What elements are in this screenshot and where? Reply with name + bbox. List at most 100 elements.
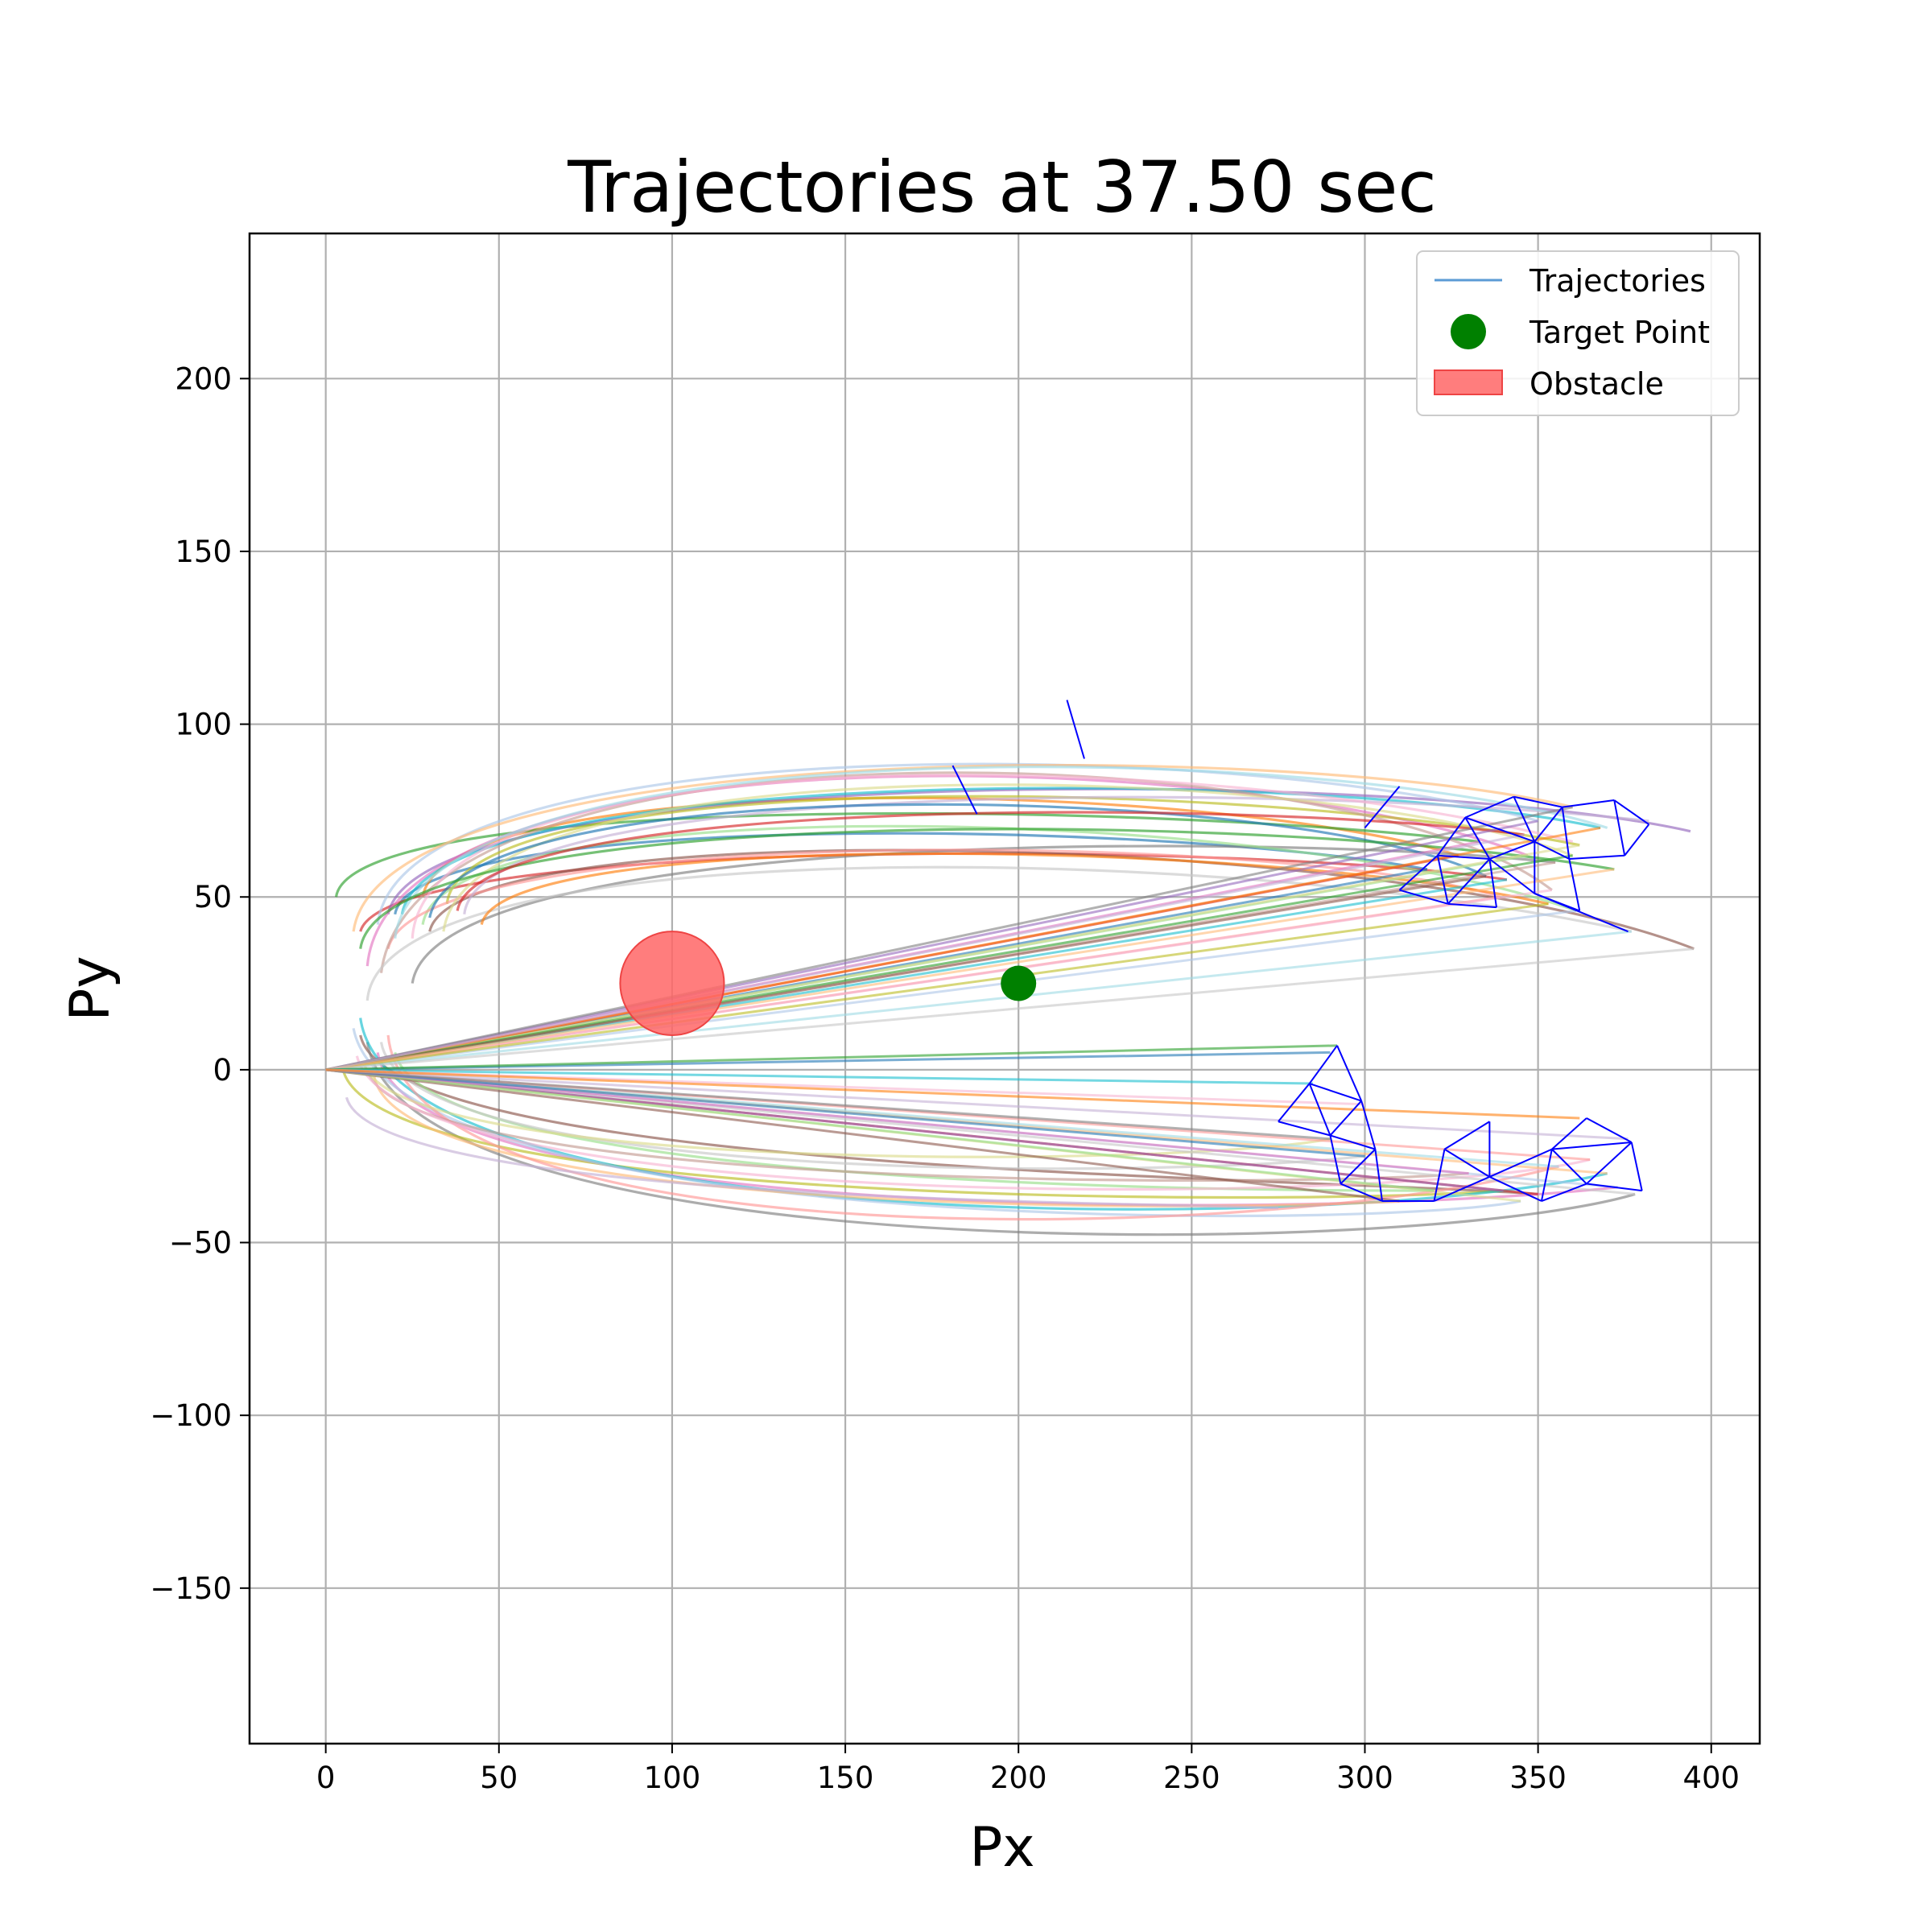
trajectory-fan-line (325, 902, 1549, 1071)
formation-edge (1534, 806, 1563, 843)
formation-edge (1488, 858, 1497, 908)
formation-edge (1336, 1045, 1363, 1101)
y-tick-label: 150 (175, 535, 232, 569)
formation-edge (1586, 1141, 1633, 1185)
formation-edge (1562, 799, 1615, 808)
trajectory-upper (463, 795, 1649, 914)
trajectory-fan-line (325, 889, 1553, 1071)
formation-edge (1360, 1100, 1377, 1150)
formation-edge (1464, 816, 1491, 860)
trajectory-upper (428, 803, 1487, 919)
legend-target-swatch (1451, 314, 1486, 349)
y-tick-label: 200 (175, 361, 232, 396)
x-tick-label: 200 (990, 1761, 1047, 1795)
formation-edge (1551, 1117, 1587, 1150)
formation-edge (952, 765, 978, 815)
trajectory-upper (352, 763, 1574, 932)
trajectory-fan-line (325, 1068, 1435, 1192)
trajectory-upper (442, 783, 1574, 932)
formation-edge (1513, 796, 1536, 842)
legend-label-obstacle: Obstacle (1530, 366, 1664, 402)
trajectory-fan-line (325, 930, 1632, 1071)
trajectory-fan-line (325, 1068, 1629, 1141)
plot-frame (248, 232, 1761, 1745)
formation-edge (1569, 854, 1625, 861)
formation-edge (1398, 854, 1439, 891)
formation-edge (1489, 840, 1535, 860)
trajectory-fan-line (325, 833, 1525, 1071)
x-tick-label: 300 (1336, 1761, 1393, 1795)
x-tick-label: 350 (1509, 1761, 1567, 1795)
formation-edge (1340, 1183, 1383, 1202)
trajectory-lower (379, 1042, 1365, 1170)
y-tick-label: −50 (169, 1226, 232, 1261)
trajectory-upper (334, 811, 1480, 898)
trajectory-upper (359, 828, 1615, 949)
y-tick-label: 0 (213, 1053, 232, 1088)
formation-edge (1278, 1083, 1311, 1122)
formation-edge (1329, 1100, 1362, 1137)
formation-edge (1513, 795, 1563, 808)
x-tick-label: 150 (817, 1761, 874, 1795)
trajectory-lower (373, 1076, 1400, 1208)
obstacle-circle (619, 931, 725, 1036)
trajectory-fan-line (325, 1044, 1338, 1071)
trajectory-fan-line (325, 947, 1695, 1071)
trajectory-upper (376, 762, 1539, 925)
formation-edge (1308, 1083, 1331, 1136)
y-tick-label: −100 (150, 1398, 232, 1433)
formation-edge (1488, 1148, 1553, 1178)
formation-edge (1374, 1149, 1383, 1202)
trajectory-upper (394, 766, 1608, 939)
formation-edge (1586, 1183, 1642, 1192)
y-axis-title: Py (59, 956, 122, 1021)
target-point-marker (1001, 965, 1037, 1001)
trajectory-fan-line (325, 909, 1577, 1071)
trajectory-upper (445, 795, 1580, 904)
trajectory-fan-line (325, 868, 1615, 1071)
trajectory-fan-line (325, 826, 1601, 1071)
formation-edge (1447, 902, 1497, 909)
formation-edge (1437, 816, 1467, 857)
formation-edge (1534, 840, 1570, 860)
formation-edge (1364, 786, 1401, 829)
legend: Trajectories Target Point Obstacle (1416, 250, 1740, 416)
formation-edge (1613, 799, 1626, 856)
trajectory-fan-line (325, 1068, 1313, 1085)
formation-edge (1443, 1148, 1490, 1178)
formation-edge (1443, 1121, 1490, 1150)
formation-edge (1541, 1183, 1587, 1202)
formation-edge (1488, 1176, 1542, 1202)
formation-edge (1551, 1148, 1587, 1185)
formation-edge (1329, 1135, 1342, 1184)
formation-edge (1436, 855, 1449, 905)
trajectory-fan-line (325, 1068, 1580, 1120)
formation-edge (1308, 1045, 1338, 1084)
formation-edge (1464, 816, 1535, 843)
formation-edge (1340, 1148, 1377, 1185)
formation-edge (1568, 858, 1581, 911)
trajectory-fan-line (325, 1068, 1365, 1158)
trajectory-lower (365, 1042, 1636, 1236)
y-tick-label: 100 (175, 708, 232, 742)
formation-edge (1624, 824, 1650, 857)
grid (250, 233, 1760, 1744)
trajectory-fan-line (325, 875, 1487, 1071)
x-tick-label: 100 (644, 1761, 701, 1795)
x-axis-title: Px (969, 1816, 1034, 1880)
formation-edge (1540, 1149, 1553, 1202)
x-tick-label: 0 (316, 1761, 336, 1795)
x-tick-label: 50 (480, 1761, 518, 1795)
formation-edge (1630, 1141, 1643, 1191)
formation-edge (1066, 700, 1085, 759)
formation-edge (1534, 893, 1629, 933)
trajectory-lower (362, 1062, 1331, 1158)
trajectory-fan-line (325, 1068, 1504, 1192)
formation-edge (1586, 1117, 1633, 1143)
legend-obstacle-swatch (1434, 369, 1503, 395)
axis-ticks: 0 50 100 150 200 250 300 350 400 −150 −100 −50 0 50 10… (150, 361, 1740, 1795)
x-tick-label: 400 (1682, 1761, 1740, 1795)
formation-edge (1309, 1083, 1362, 1102)
formation-edge (1551, 1141, 1632, 1150)
